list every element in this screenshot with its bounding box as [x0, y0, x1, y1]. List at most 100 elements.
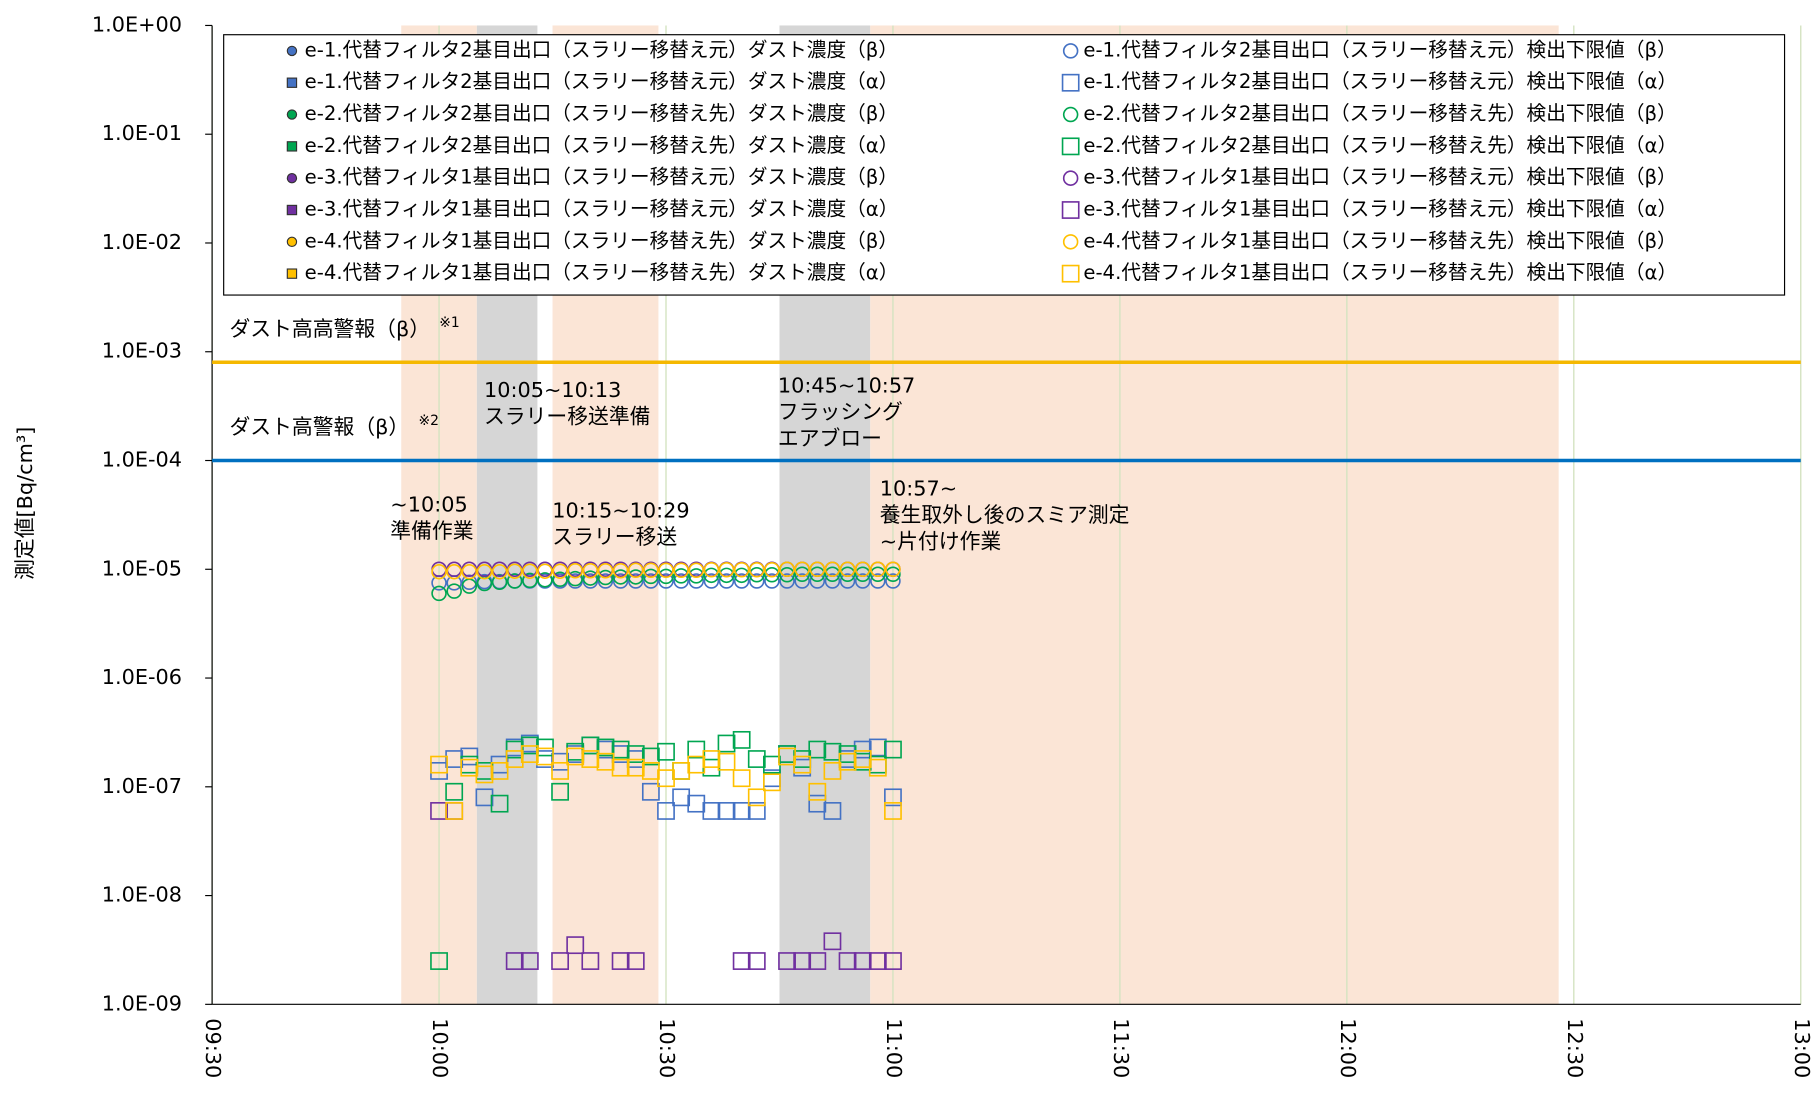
period-annotation: 10:45~10:57: [778, 373, 915, 397]
marker: [537, 563, 553, 579]
threshold-note: ※2: [419, 413, 439, 429]
threshold-note: ※1: [439, 315, 459, 331]
marker: [839, 561, 856, 578]
marker: [582, 570, 599, 586]
marker: [839, 573, 856, 589]
legend-marker: [286, 109, 298, 120]
period-annotation: 養生取外し後のスミア測定: [880, 503, 1130, 527]
marker: [718, 573, 735, 589]
marker: [506, 573, 523, 589]
marker: [566, 747, 585, 766]
marker: [687, 740, 706, 759]
marker: [461, 563, 478, 580]
marker: [885, 561, 901, 578]
legend-marker: [286, 268, 298, 279]
marker: [703, 573, 720, 589]
legend-label: e-3.代替フィルタ1基目出口（スラリー移替え元）検出下限値（β）: [1083, 166, 1676, 189]
marker: [885, 573, 901, 589]
marker: [657, 769, 675, 788]
marker: [491, 563, 508, 580]
legend-label: e-2.代替フィルタ2基目出口（スラリー移替え先）検出下限値（β）: [1083, 102, 1676, 125]
period-annotation: ~10:05: [390, 493, 467, 517]
marker: [809, 561, 826, 578]
legend-marker: [1062, 170, 1079, 186]
marker: [824, 573, 841, 589]
marker: [643, 573, 659, 589]
legend-marker: [1061, 137, 1080, 156]
marker: [672, 762, 691, 780]
marker: [611, 952, 630, 970]
marker: [823, 802, 842, 820]
marker: [870, 561, 886, 578]
marker: [658, 568, 674, 585]
legend-label: e-1.代替フィルタ2基目出口（スラリー移替え元）検出下限値（β）: [1083, 38, 1676, 61]
marker: [747, 788, 766, 807]
period-annotation: 10:05~10:13: [484, 378, 621, 402]
y-tick-label: 1.0E-06: [102, 665, 182, 689]
marker: [581, 736, 600, 755]
threshold-label: ダスト高高警報（β）: [229, 317, 430, 341]
marker: [747, 802, 766, 820]
marker: [551, 762, 570, 780]
marker: [582, 562, 599, 579]
threshold-label: ダスト高警報（β）: [229, 415, 409, 439]
marker: [596, 752, 615, 771]
period-annotation: 準備作業: [390, 519, 473, 543]
marker: [868, 952, 887, 970]
marker: [794, 561, 810, 578]
legend-marker: [1062, 234, 1079, 250]
marker: [673, 568, 689, 584]
marker: [732, 802, 751, 820]
legend-marker: [1061, 264, 1080, 283]
marker: [854, 566, 871, 583]
marker: [808, 952, 827, 970]
marker: [641, 782, 660, 801]
marker: [794, 566, 810, 583]
marker: [475, 788, 494, 807]
legend-box: [223, 34, 1786, 296]
legend-marker: [1062, 106, 1079, 123]
period-annotation: 10:57~: [880, 476, 957, 500]
marker: [537, 572, 553, 588]
marker: [688, 573, 705, 589]
legend-label: e-1.代替フィルタ2基目出口（スラリー移替え元）ダスト濃度（α）: [305, 70, 899, 93]
marker: [854, 561, 871, 578]
marker: [794, 573, 810, 589]
marker: [567, 562, 583, 579]
period-annotation: ~片付け作業: [880, 530, 1002, 554]
marker: [626, 952, 645, 970]
legend-label: e-1.代替フィルタ2基目出口（スラリー移替え元）検出下限値（α）: [1083, 70, 1677, 93]
marker: [430, 952, 448, 970]
marker: [490, 794, 509, 813]
marker: [596, 738, 615, 757]
marker: [626, 758, 645, 777]
marker: [809, 566, 826, 583]
marker: [522, 563, 538, 579]
marker: [643, 568, 659, 585]
marker: [764, 561, 780, 578]
x-tick-label: 09:30: [201, 1018, 225, 1078]
marker: [597, 569, 614, 586]
marker: [536, 738, 554, 757]
legend-label: e-3.代替フィルタ1基目出口（スラリー移替え元）ダスト濃度（β）: [305, 166, 898, 189]
marker: [505, 750, 524, 768]
marker: [657, 802, 675, 820]
marker: [779, 573, 795, 589]
y-tick-label: 1.0E-07: [102, 774, 182, 798]
marker: [522, 572, 538, 589]
marker: [749, 561, 765, 578]
marker: [673, 573, 689, 589]
marker: [430, 802, 448, 820]
marker: [506, 563, 523, 579]
marker: [702, 750, 721, 768]
marker: [733, 567, 750, 584]
period-annotation: スラリー移送: [552, 525, 677, 549]
marker: [687, 755, 706, 774]
marker: [552, 571, 568, 587]
marker: [627, 569, 644, 585]
legend-label: e-3.代替フィルタ1基目出口（スラリー移替え元）検出下限値（α）: [1083, 198, 1677, 221]
legend-marker: [1061, 201, 1080, 219]
period-annotation: フラッシング: [778, 400, 903, 424]
x-tick-label: 10:00: [428, 1018, 452, 1078]
